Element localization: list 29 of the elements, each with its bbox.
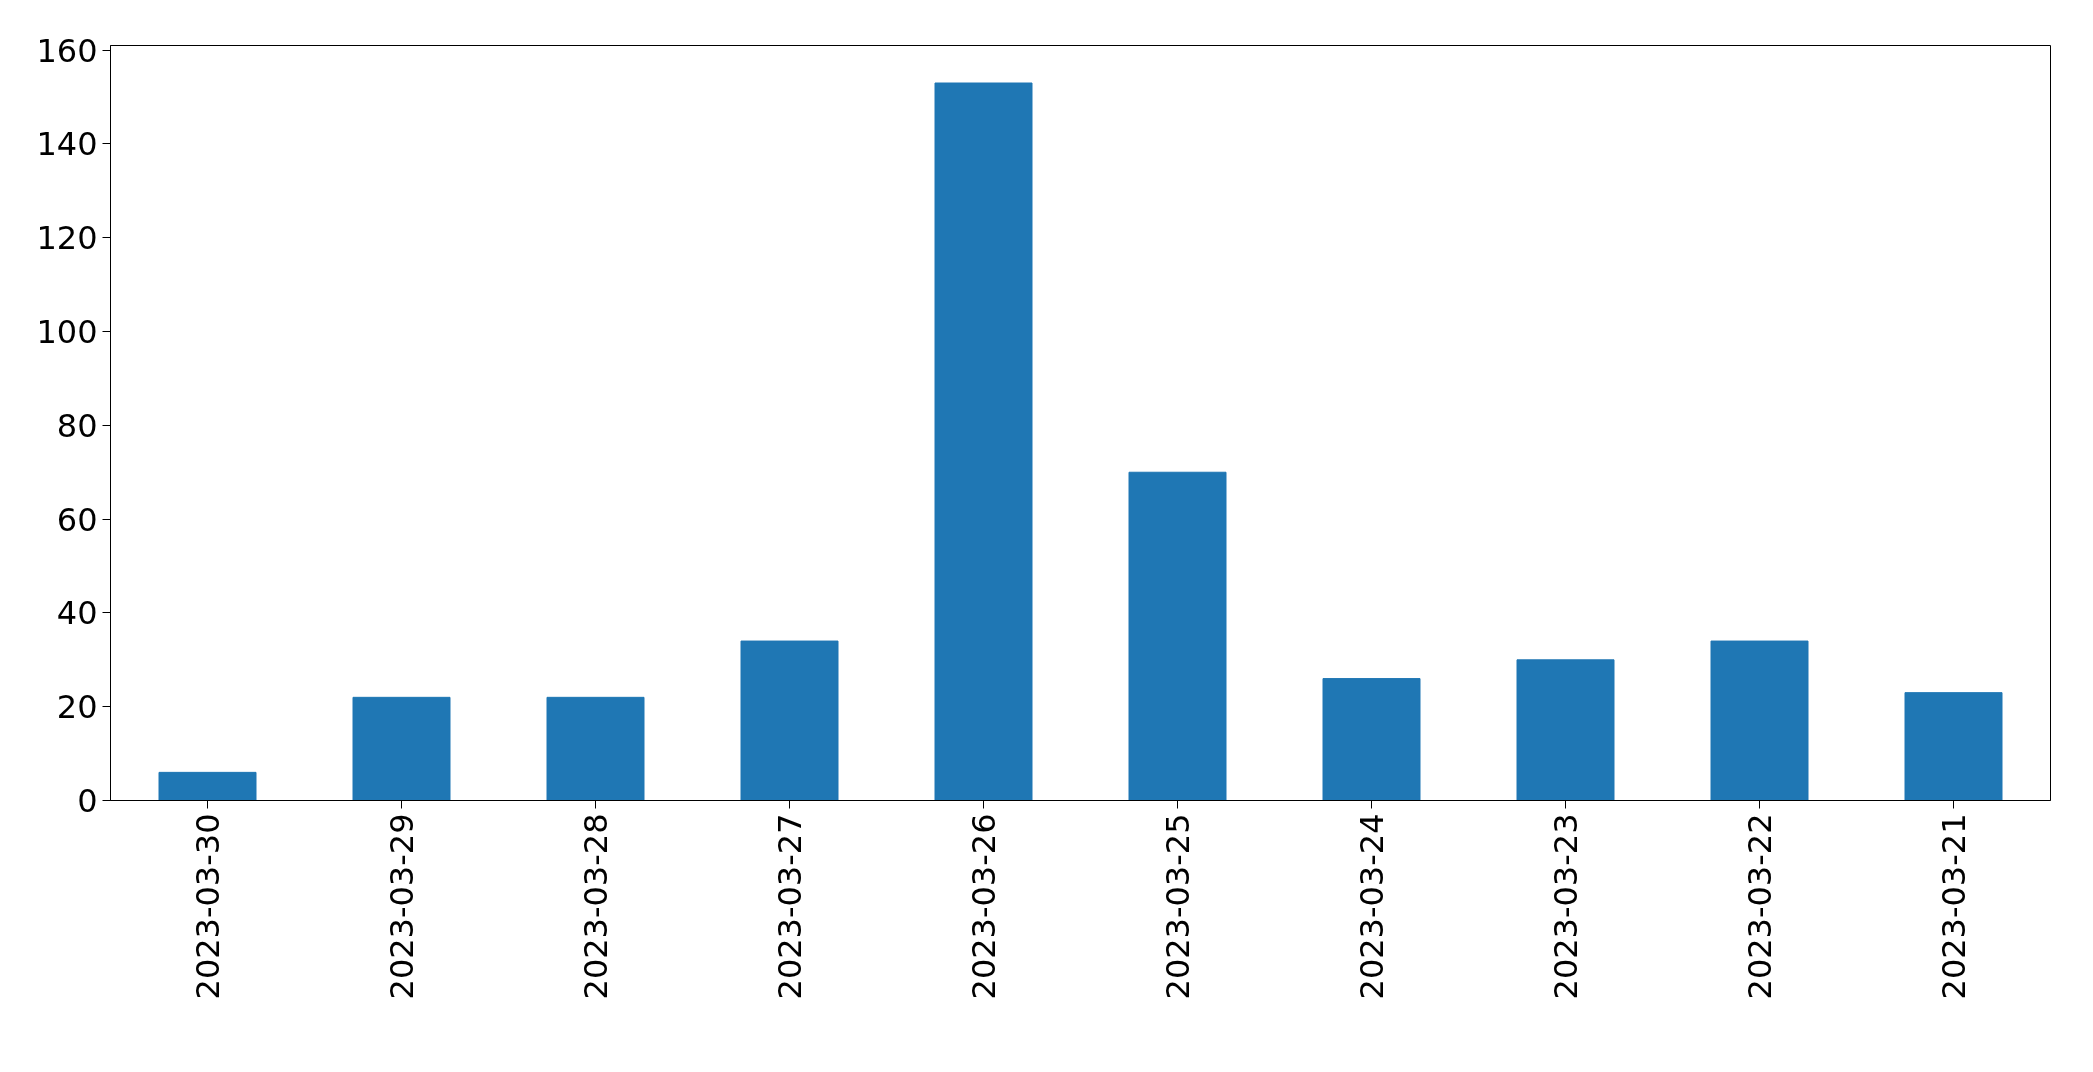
bar: [1904, 692, 2003, 801]
x-tick-label: 2023-03-22: [1741, 813, 1779, 1000]
y-tick-label: 40: [56, 594, 98, 633]
y-tick-label: 20: [56, 688, 98, 727]
x-tick-label: 2023-03-25: [1159, 813, 1197, 1000]
bar: [1128, 471, 1227, 801]
bar: [158, 771, 257, 801]
x-tick-label: 2023-03-28: [577, 813, 615, 1000]
x-tick-label: 2023-03-26: [965, 813, 1003, 1000]
bar: [1322, 678, 1421, 801]
y-tick-label: 80: [56, 406, 98, 445]
bar: [1710, 640, 1809, 801]
bar: [1516, 659, 1615, 801]
y-tick-label: 120: [36, 219, 98, 258]
bar: [546, 696, 645, 801]
y-tick-label: 160: [36, 31, 98, 70]
x-tick-label: 2023-03-23: [1547, 813, 1585, 1000]
y-tick-label: 140: [36, 125, 98, 164]
x-tick-label: 2023-03-24: [1353, 813, 1391, 1000]
x-tick-label: 2023-03-21: [1935, 813, 1973, 1000]
bar: [934, 82, 1033, 801]
x-tick-label: 2023-03-27: [771, 813, 809, 1000]
x-tick-label: 2023-03-29: [383, 813, 421, 1000]
y-tick-label: 60: [56, 500, 98, 539]
x-tick-label: 2023-03-30: [189, 813, 227, 1000]
y-tick-label: 100: [36, 313, 98, 352]
bar: [740, 640, 839, 801]
y-tick-label: 0: [77, 782, 98, 820]
bar: [352, 696, 451, 801]
